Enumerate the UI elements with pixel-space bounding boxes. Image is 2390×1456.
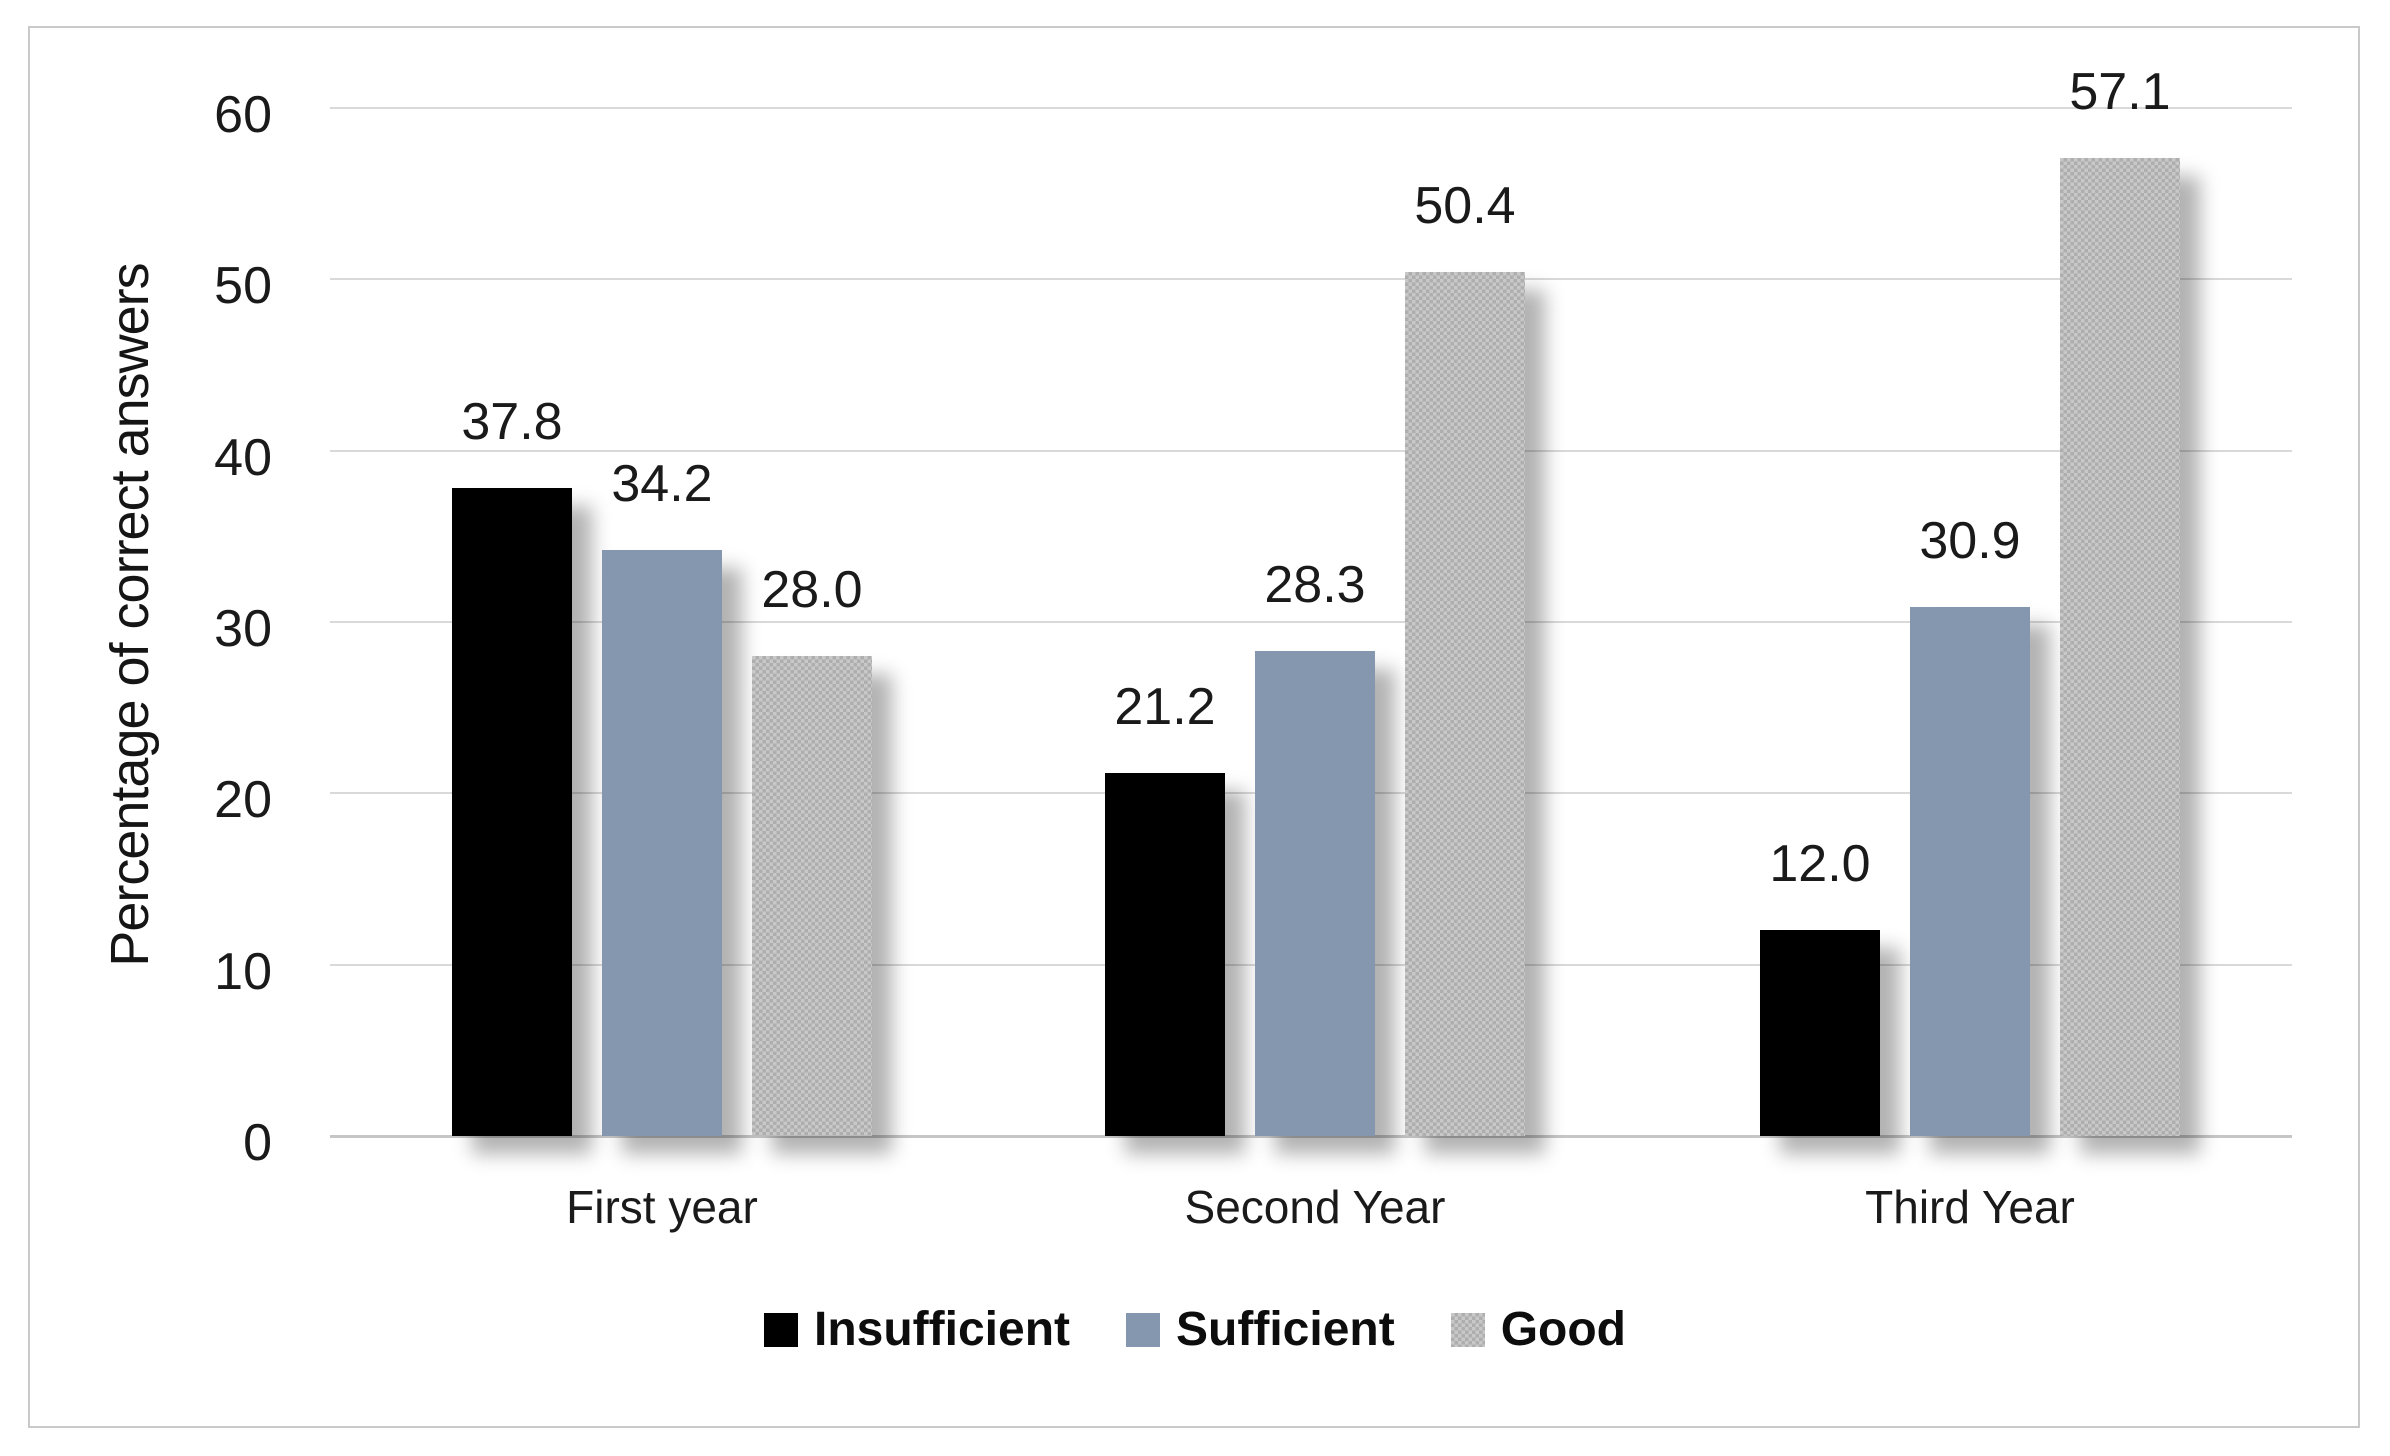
bar-value-label-insufficient-1: 37.8: [461, 393, 563, 452]
gridline-30: [330, 621, 2292, 623]
bar-sufficient-2: [1255, 651, 1375, 1136]
bar-insufficient-2: [1105, 772, 1225, 1136]
legend-swatch-sufficient: [1126, 1313, 1161, 1347]
y-tick-40: 40: [214, 428, 272, 487]
y-tick-0: 0: [243, 1114, 272, 1172]
x-axis-label-second-year: Second Year: [1184, 1181, 1446, 1233]
y-tick-20: 20: [214, 771, 272, 830]
bar-insufficient-3: [1760, 930, 1880, 1136]
bar-value-label-good-2: 50.4: [1414, 177, 1516, 236]
legend-swatch-good: [1450, 1313, 1485, 1347]
gridline-50: [330, 278, 2292, 281]
bar-value-label-sufficient-2: 28.3: [1264, 556, 1366, 615]
legend: Insufficient Sufficient Good: [0, 1306, 2390, 1354]
chart-border: [28, 26, 2360, 1428]
y-tick-60: 60: [214, 86, 272, 144]
bar-value-label-insufficient-2: 21.2: [1114, 677, 1216, 736]
legend-label-insufficient: Insufficient: [814, 1303, 1071, 1356]
bar-good-2: [1405, 272, 1525, 1136]
bar-value-label-insufficient-3: 12.0: [1769, 835, 1871, 894]
bar-sufficient-1: [602, 550, 722, 1136]
bar-value-label-sufficient-3: 30.9: [1919, 511, 2021, 570]
bar-sufficient-3: [1910, 606, 2030, 1136]
gridline-40: [330, 449, 2292, 452]
gridline-0: [330, 1135, 2292, 1138]
x-axis-label-first-year: First year: [566, 1181, 758, 1233]
bar-good-1: [752, 656, 872, 1136]
legend-item-sufficient: Sufficient: [1126, 1306, 1395, 1354]
y-tick-10: 10: [214, 942, 272, 1001]
bar-good-3: [2060, 157, 2180, 1136]
y-tick-30: 30: [214, 600, 272, 658]
legend-label-good: Good: [1500, 1303, 1626, 1356]
y-tick-50: 50: [214, 257, 272, 316]
bar-value-label-good-1: 28.0: [761, 561, 863, 620]
bar-value-label-sufficient-1: 34.2: [611, 455, 713, 514]
legend-item-insufficient: Insufficient: [764, 1306, 1070, 1354]
bar-insufficient-1: [452, 488, 572, 1136]
bar-value-label-good-3: 57.1: [2069, 62, 2171, 121]
legend-item-good: Good: [1450, 1303, 1626, 1356]
legend-label-sufficient: Sufficient: [1176, 1303, 1395, 1356]
x-axis-label-third-year: Third Year: [1865, 1181, 2075, 1233]
legend-swatch-insufficient: [764, 1313, 798, 1347]
gridline-60: [330, 107, 2292, 109]
